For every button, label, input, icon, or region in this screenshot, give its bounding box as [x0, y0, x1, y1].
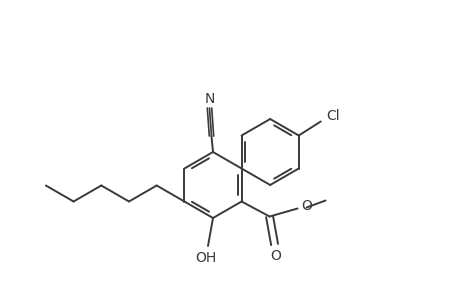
- Text: OH: OH: [195, 251, 216, 265]
- Text: Cl: Cl: [325, 110, 339, 124]
- Text: O: O: [301, 200, 311, 214]
- Text: O: O: [269, 250, 280, 263]
- Text: N: N: [204, 92, 214, 106]
